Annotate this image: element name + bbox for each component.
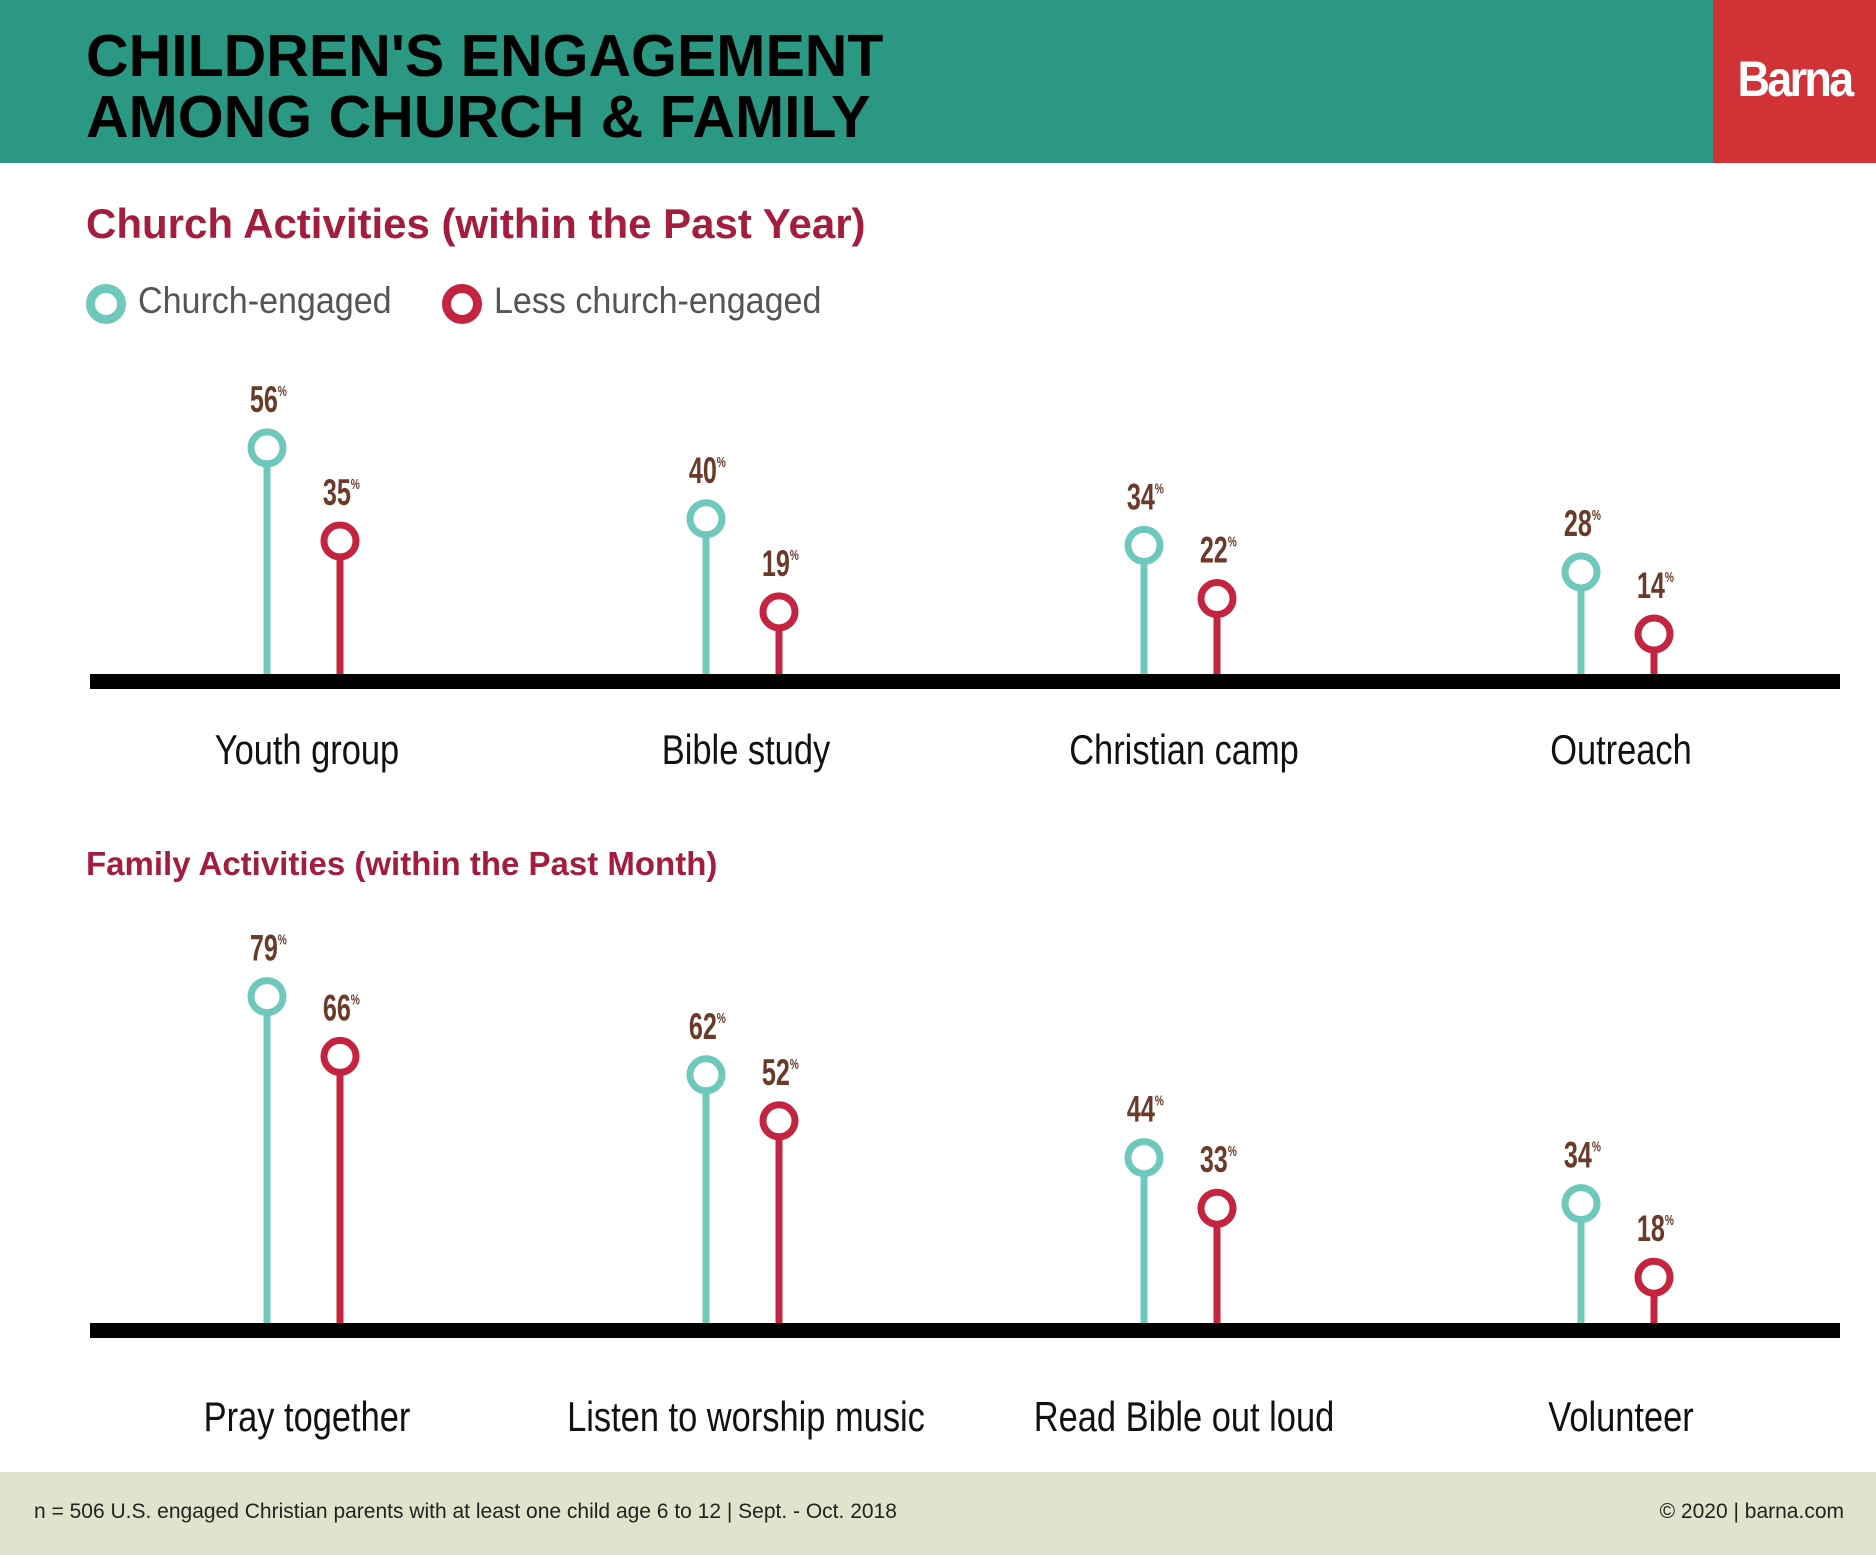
value-label: 40% [689,449,727,491]
chart-2-baseline [90,1323,1840,1338]
lollipop-marker [1634,614,1674,654]
category-label: Volunteer [1548,1394,1694,1441]
value-label: 14% [1637,564,1675,606]
value-label: 62% [689,1005,727,1047]
page-title-line-1: CHILDREN'S ENGAGEMENT [86,23,884,89]
value-label: 34% [1127,475,1165,517]
lollipop-marker [320,521,360,561]
value-label: 52% [762,1051,800,1093]
lollipop-marker [759,1101,799,1141]
legend-label: Church-engaged [138,280,392,321]
lollipop-marker [1124,525,1164,565]
legend-marker-church-engaged [86,284,126,324]
category-label: Christian camp [1069,727,1299,774]
header-banner: CHILDREN'S ENGAGEMENT AMONG CHURCH & FAM… [0,0,1713,163]
page-title-line-2: AMONG CHURCH & FAMILY [86,84,871,150]
footer-sample-note: n = 506 U.S. engaged Christian parents w… [34,1500,897,1523]
value-label: 18% [1637,1207,1675,1249]
value-label: 33% [1200,1138,1238,1180]
lollipop-marker [1561,1184,1601,1224]
lollipop-marker [247,977,287,1017]
lollipop-marker [1634,1257,1674,1297]
value-label: 22% [1200,529,1238,571]
category-label: Outreach [1550,727,1692,774]
value-label: 28% [1564,502,1602,544]
lollipop-marker [1197,579,1237,619]
chart-1-baseline [90,674,1840,689]
legend-label: Less church-engaged [494,280,822,321]
footer: n = 506 U.S. engaged Christian parents w… [0,1472,1876,1555]
lollipop-marker [686,1055,726,1095]
chart-2-title: Family Activities (within the Past Month… [86,845,718,882]
value-label: 34% [1564,1134,1602,1176]
barna-logo-text: Barna [1737,51,1854,107]
lollipop-marker [1124,1138,1164,1178]
category-label: Listen to worship music [567,1394,925,1441]
lollipop-marker [759,592,799,632]
lollipop-marker [1561,552,1601,592]
lollipop-marker [686,499,726,539]
value-label: 79% [250,927,288,969]
value-label: 56% [250,378,288,420]
value-label: 19% [762,542,800,584]
value-label: 66% [323,986,361,1028]
value-label: 44% [1127,1088,1165,1130]
footer-copyright: © 2020 | barna.com [1659,1500,1844,1523]
lollipop-marker [247,428,287,468]
legend-marker-less-church-engaged [442,284,482,324]
value-label: 35% [323,471,361,513]
lollipop-marker [1197,1188,1237,1228]
chart-1-title: Church Activities (within the Past Year) [86,200,866,247]
category-label: Read Bible out loud [1034,1394,1334,1441]
category-label: Youth group [215,727,399,774]
category-label: Pray together [204,1394,411,1441]
lollipop-charts: Youth group 56% 35% Bible study 40% 19% Christ… [90,378,1840,1441]
lollipop-marker [320,1036,360,1076]
barna-logo: Barna [1713,0,1876,163]
category-label: Bible study [662,727,831,774]
